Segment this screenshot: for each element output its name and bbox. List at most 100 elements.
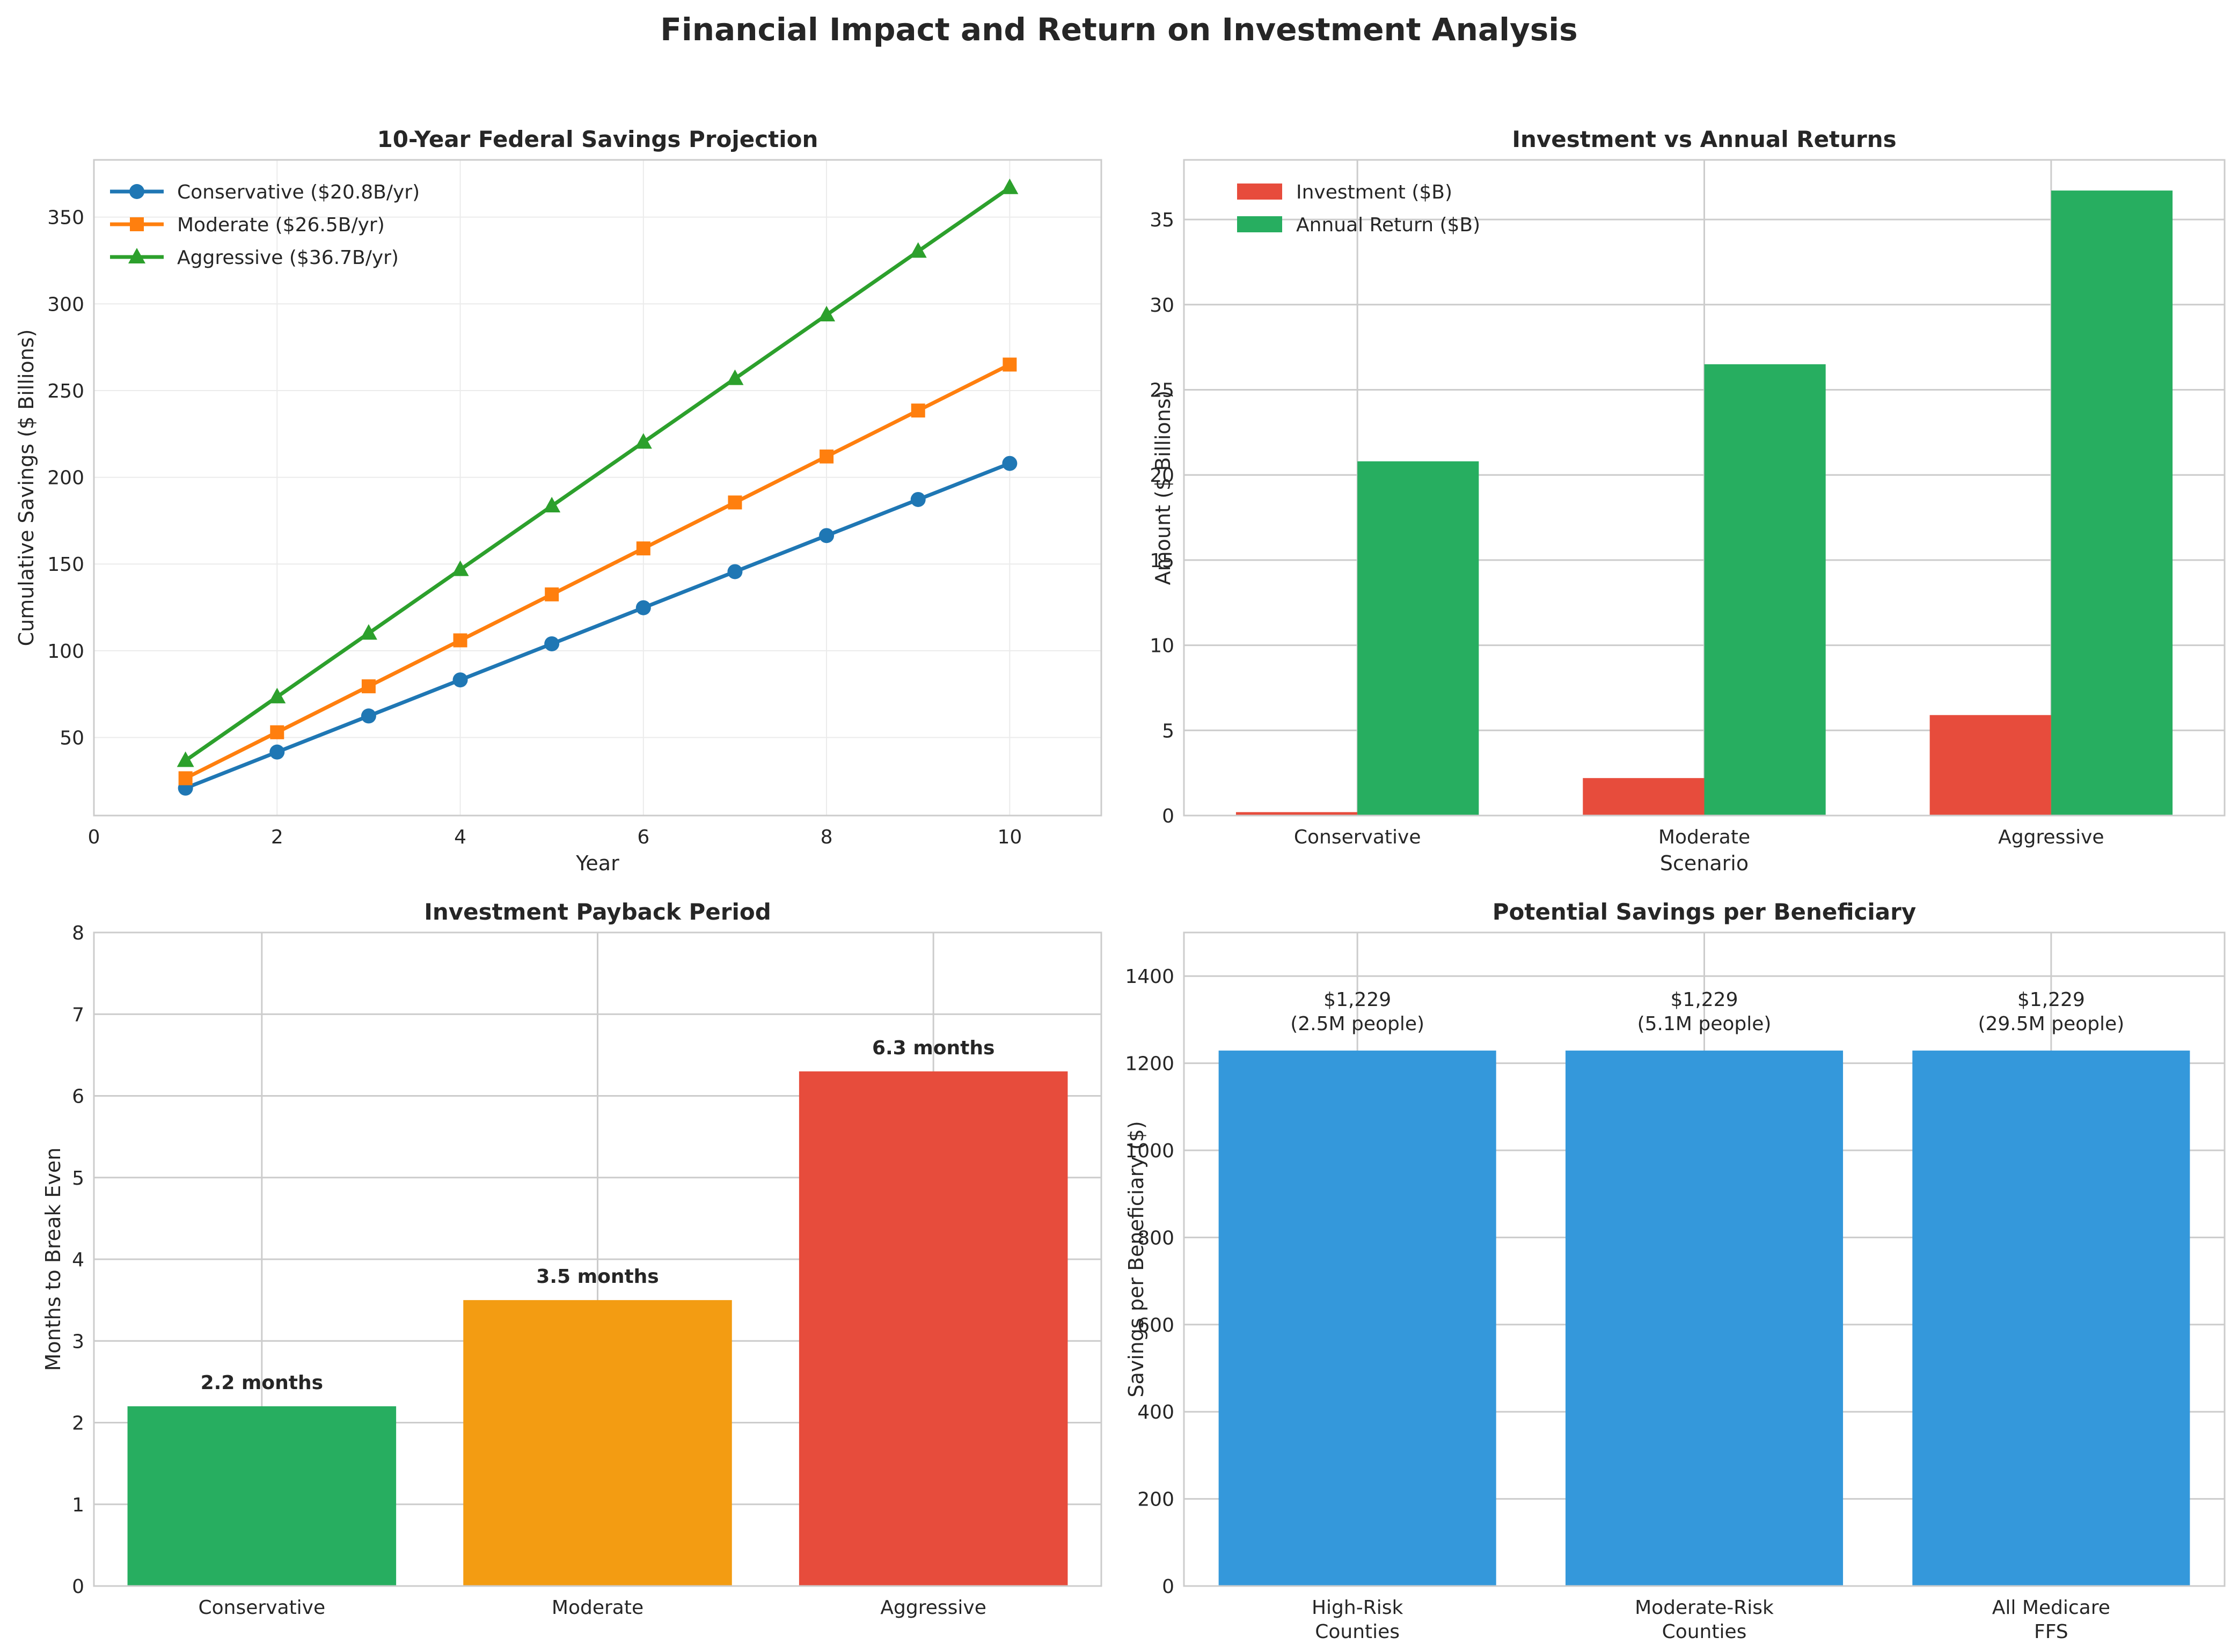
axes-border — [1183, 159, 2226, 817]
payback-period-panel: 0 1 2 3 4 5 6 7 8 Investment Payback Period Months… — [41, 899, 1102, 1619]
data-point — [178, 771, 193, 785]
subplot-title: Investment Payback Period — [424, 899, 771, 925]
data-point — [727, 564, 743, 579]
y-tick-label: 0 — [1162, 805, 1174, 827]
y-axis-label: Amount ($ Billions) — [1151, 391, 1175, 585]
data-point — [910, 491, 926, 507]
x-tick-label: All Medicare — [1992, 1597, 2110, 1619]
y-tick-label: 250 — [47, 380, 84, 402]
x-tick-label: 6 — [637, 826, 649, 848]
axes-border — [93, 159, 1102, 817]
y-tick-label: 0 — [72, 1576, 84, 1598]
x-tick-label: High-Risk — [1312, 1597, 1403, 1619]
axes-border — [1183, 931, 2226, 1587]
data-point — [635, 600, 651, 615]
data-point — [360, 624, 377, 640]
y-tick-label: 150 — [47, 554, 84, 576]
x-tick-label: Counties — [1315, 1621, 1400, 1643]
bar-value-label: $1,229 — [2017, 989, 2085, 1011]
beneficiary-bar — [1565, 1051, 1844, 1586]
x-tick-label: Conservative — [199, 1597, 326, 1619]
subplot-title: Investment vs Annual Returns — [1512, 126, 1896, 152]
axes-border — [93, 931, 1102, 1587]
y-tick-label: 300 — [47, 293, 84, 315]
series-line — [184, 186, 1011, 762]
y-tick-label: 2 — [72, 1413, 84, 1435]
figure-title: Financial Impact and Return on Investmen… — [660, 11, 1577, 48]
beneficiary-bar — [1912, 1051, 2190, 1586]
data-point — [728, 495, 742, 510]
investment-bar — [1235, 812, 1358, 816]
bar-population-label: (29.5M people) — [1978, 1013, 2124, 1035]
data-point — [819, 528, 835, 544]
y-tick-label: 4 — [72, 1249, 84, 1271]
y-tick-label: 8 — [72, 922, 84, 944]
y-tick-label: 1000 — [1125, 1140, 1174, 1162]
annual-return-bar — [1357, 461, 1479, 816]
subplot-title: 10-Year Federal Savings Projection — [377, 126, 818, 152]
data-point — [820, 449, 834, 464]
y-axis-label: Savings per Beneficiary ($) — [1124, 1121, 1148, 1397]
y-tick-label: 0 — [1162, 1576, 1174, 1598]
legend-label: Aggressive ($36.7B/yr) — [177, 247, 399, 269]
data-point — [726, 369, 744, 385]
series-line — [185, 461, 1011, 790]
data-point — [270, 725, 284, 739]
y-tick-label: 350 — [47, 207, 84, 229]
x-tick-label: Conservative — [1294, 826, 1421, 848]
payback-bar — [127, 1406, 397, 1586]
x-tick-label: Moderate — [1658, 826, 1750, 848]
y-tick-label: 10 — [1150, 635, 1174, 657]
y-tick-label: 400 — [1137, 1401, 1174, 1423]
legend-label: Moderate ($26.5B/yr) — [177, 214, 385, 236]
data-point — [269, 744, 285, 760]
x-tick-label: 2 — [271, 826, 283, 848]
bar-value-label: $1,229 — [1671, 989, 1738, 1011]
data-point — [545, 587, 559, 601]
x-tick-label: FFS — [2034, 1621, 2068, 1643]
y-tick-label: 50 — [60, 728, 84, 750]
y-tick-label: 1200 — [1125, 1053, 1174, 1075]
y-tick-label: 35 — [1150, 209, 1174, 231]
y-tick-label: 20 — [1150, 465, 1174, 487]
savings-per-beneficiary-panel: 0 200 400 600 800 1000 1200 1400 Potential Savin… — [1124, 899, 2226, 1643]
y-tick-label: 200 — [1137, 1489, 1174, 1511]
data-point — [911, 403, 925, 418]
subplot-title: Potential Savings per Beneficiary — [1493, 899, 1917, 925]
y-axis-label: Months to Break Even — [41, 1148, 65, 1371]
legend-marker — [129, 184, 144, 199]
data-point — [544, 636, 560, 651]
x-tick-label: 4 — [454, 826, 466, 848]
x-tick-label: Aggressive — [1998, 826, 2104, 848]
annual-return-bar — [1704, 364, 1826, 816]
x-tick-label: Moderate-Risk — [1635, 1597, 1774, 1619]
x-axis-label: Scenario — [1660, 851, 1749, 875]
y-tick-label: 200 — [47, 467, 84, 489]
y-tick-label: 5 — [1162, 720, 1174, 742]
y-tick-label: 600 — [1137, 1315, 1174, 1337]
y-tick-label: 30 — [1150, 295, 1174, 317]
series-line — [185, 363, 1011, 780]
x-tick-label: Aggressive — [880, 1597, 986, 1619]
bar-value-label: 6.3 months — [872, 1037, 994, 1059]
y-tick-label: 15 — [1150, 550, 1174, 572]
investment-bar — [1929, 715, 2051, 816]
y-tick-label: 800 — [1137, 1227, 1174, 1249]
y-tick-label: 1400 — [1125, 966, 1174, 988]
y-tick-label: 5 — [72, 1168, 84, 1190]
payback-bar — [799, 1071, 1068, 1586]
x-tick-label: 8 — [821, 826, 833, 848]
data-point — [268, 687, 286, 703]
investment-returns-panel: 0 5 10 15 20 25 30 35 Investment vs Annual Retur… — [1150, 126, 2226, 875]
legend-marker — [130, 217, 144, 231]
annual-return-bar — [2051, 190, 2173, 816]
investment-bar — [1583, 778, 1705, 816]
data-point — [1003, 357, 1017, 372]
data-point — [818, 306, 836, 322]
legend-label: Investment ($B) — [1296, 181, 1452, 203]
data-point — [543, 496, 561, 512]
y-tick-label: 1 — [72, 1494, 84, 1516]
x-tick-label: 0 — [88, 826, 100, 848]
bar-value-label: $1,229 — [1323, 989, 1391, 1011]
